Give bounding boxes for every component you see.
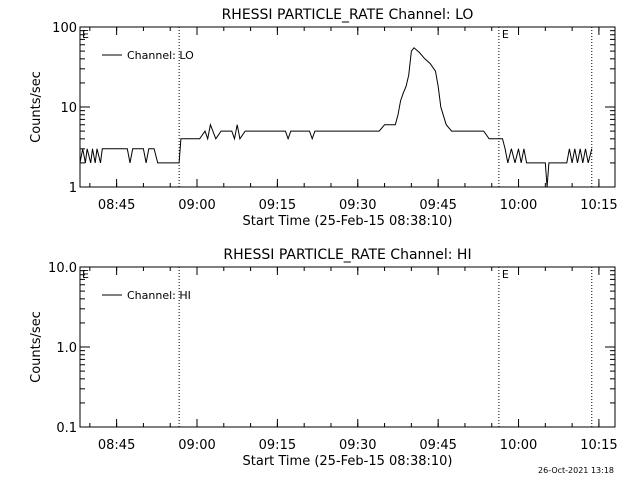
y-axis-label: Counts/sec bbox=[29, 311, 44, 383]
y-tick-label: 1.0 bbox=[56, 341, 77, 356]
x-tick-label: 09:15 bbox=[259, 198, 296, 213]
y-tick-label: 100 bbox=[52, 21, 77, 36]
x-tick-label: 10:15 bbox=[580, 438, 617, 453]
y-tick-label: 10 bbox=[60, 101, 77, 116]
x-tick-label: 09:30 bbox=[339, 438, 376, 453]
x-tick-label: 10:15 bbox=[580, 198, 617, 213]
event-marker-label: E bbox=[502, 28, 509, 41]
x-axis-label: Start Time (25-Feb-15 08:38:10) bbox=[243, 454, 453, 469]
x-tick-label: 09:45 bbox=[419, 438, 456, 453]
x-tick-label: 09:45 bbox=[419, 198, 456, 213]
y-tick-label: 10.0 bbox=[48, 261, 77, 276]
chart-title: RHESSI PARTICLE_RATE Channel: HI bbox=[223, 247, 471, 263]
y-tick-label: 0.1 bbox=[56, 421, 77, 436]
x-tick-label: 08:45 bbox=[98, 198, 135, 213]
corner-marker-label: E bbox=[82, 28, 89, 41]
chart-panel-2: RHESSI PARTICLE_RATE Channel: HI Start Ti… bbox=[29, 247, 618, 469]
legend-entry: Channel: LO bbox=[127, 49, 194, 62]
legend-entry: Channel: HI bbox=[127, 289, 191, 302]
x-tick-label: 08:45 bbox=[98, 438, 135, 453]
x-tick-label: 09:30 bbox=[339, 198, 376, 213]
footer-timestamp: 26-Oct-2021 13:18 bbox=[538, 466, 614, 475]
x-tick-label: 10:00 bbox=[500, 198, 537, 213]
y-tick-label: 1 bbox=[69, 181, 77, 196]
x-tick-label: 10:00 bbox=[500, 438, 537, 453]
corner-marker-label: E bbox=[82, 268, 89, 281]
x-tick-label: 09:00 bbox=[178, 198, 215, 213]
y-axis-label: Counts/sec bbox=[29, 71, 44, 143]
event-marker-label: E bbox=[502, 268, 509, 281]
x-tick-label: 09:15 bbox=[259, 438, 296, 453]
x-tick-label: 09:00 bbox=[178, 438, 215, 453]
chart-panel-1: RHESSI PARTICLE_RATE Channel: LO Start Ti… bbox=[29, 7, 618, 229]
chart-title: RHESSI PARTICLE_RATE Channel: LO bbox=[222, 7, 474, 23]
x-axis-label: Start Time (25-Feb-15 08:38:10) bbox=[243, 214, 453, 229]
series-line bbox=[79, 47, 593, 188]
